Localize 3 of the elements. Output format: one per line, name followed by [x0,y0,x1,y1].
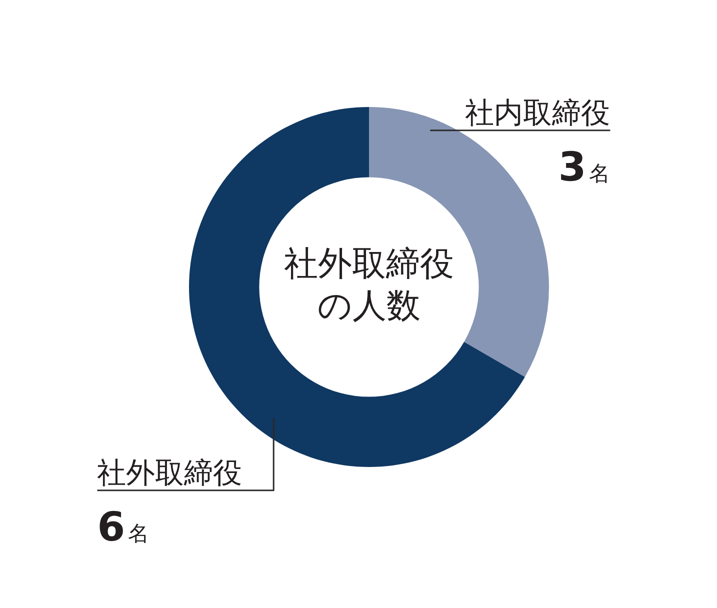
text: 社外取締役の人数 [284,244,454,326]
slice-label: 社内取締役 [465,95,610,130]
slice-label: 社外取締役 [97,455,242,490]
